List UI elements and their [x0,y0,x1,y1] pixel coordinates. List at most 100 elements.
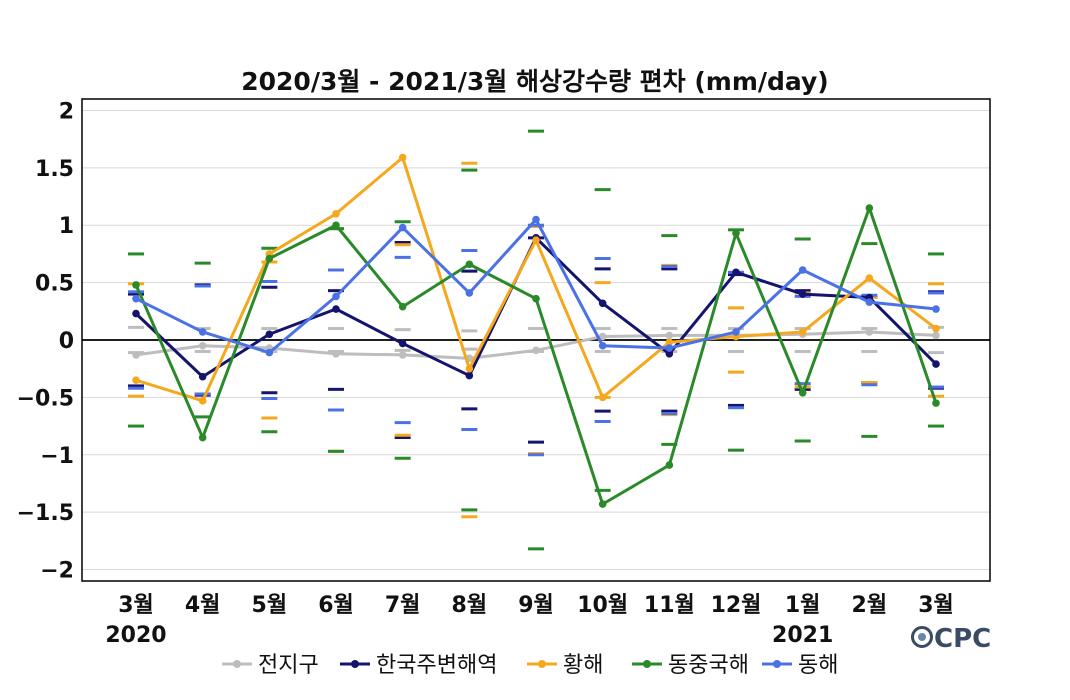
data-point [598,500,607,508]
legend-label: 동중국해 [668,653,749,678]
data-point [132,351,140,359]
x-tick-label: 4월 [185,593,221,618]
data-point [798,290,807,298]
year-label: 2021 [772,623,833,648]
y-tick-label: −1.5 [17,501,74,526]
data-point [598,299,607,308]
legend-label: 한국주변해역 [376,653,497,678]
data-point [265,330,274,339]
data-point [598,341,607,350]
y-tick-label: 2 [59,99,74,124]
data-point [932,324,940,333]
legend-item: 전지구 [222,653,319,678]
series-line [135,156,937,403]
data-point [198,328,207,336]
data-point [732,268,740,277]
data-point [398,339,407,348]
data-point [598,332,607,341]
x-tick-label: 5월 [252,593,288,618]
data-point [465,371,474,380]
data-point [732,229,740,238]
x-tick-label: 8월 [452,593,488,618]
x-tick-label: 9월 [518,593,554,618]
x-tick-label: 3월 [118,593,154,618]
data-point [665,338,674,347]
x-tick-label: 10월 [577,593,628,618]
globe-icon [911,626,933,648]
legend-item: 황해 [527,653,603,678]
data-point [465,260,474,269]
data-point [198,341,207,350]
data-point [332,221,340,230]
y-tick-label: −1 [40,444,74,469]
data-point [665,331,674,340]
data-point [532,236,540,244]
data-point [332,305,340,313]
y-tick-label: −0.5 [17,386,74,411]
legend: 전지구 한국주변해역 황해 동중국해 동해 [222,653,838,678]
x-tick-label: 6월 [318,593,354,618]
data-point [532,215,540,224]
data-point [398,302,407,311]
x-tick-label: 12월 [711,593,762,618]
series-lines [132,153,940,508]
y-axis: 2 1.5 1 0.5 0 −0.5 −1 −1.5 −2 [17,99,74,583]
data-point [332,209,340,218]
data-point [932,399,940,407]
y-tick-label: −2 [40,559,74,584]
data-point [665,349,674,358]
data-point [198,372,207,381]
series-3 [132,153,940,405]
data-point [132,309,140,318]
data-point [332,349,340,358]
legend-marker [233,660,241,668]
data-point [132,294,140,303]
legend-label: 동해 [798,653,838,678]
legend-item: 동중국해 [632,653,749,678]
cpc-logo: CPC [911,624,991,654]
legend-marker [351,660,359,668]
series-line [134,206,938,506]
x-axis: 3월 4월 5월 6월 7월 8월 9월 10월 11월 12월 1월 2월 3월 2020 2021 [105,593,953,648]
series-5 [132,215,940,357]
data-point [865,328,874,336]
data-point [132,376,140,384]
logo-text: CPC [934,624,991,654]
data-point [932,360,940,368]
data-point [798,328,807,336]
data-point [532,294,540,303]
data-point [932,305,940,313]
chart-title: 2020/3월 - 2021/3월 해상강수량 편차 (mm/day) [241,67,828,96]
data-point [865,204,874,212]
legend-label: 전지구 [258,653,319,678]
data-point [865,298,874,306]
y-tick-label: 0 [59,329,74,354]
data-point [398,223,407,232]
data-point [598,393,607,402]
y-tick-label: 0.5 [35,272,74,297]
legend-marker [643,660,651,668]
legend-item: 한국주변해역 [340,653,497,678]
data-point [265,348,274,357]
x-tick-label: 2월 [852,593,888,618]
data-point [732,328,740,336]
x-tick-label: 11월 [644,593,695,618]
y-tick-label: 1.5 [35,157,74,182]
y-tick-label: 1 [59,214,74,239]
legend-marker [538,660,546,668]
data-point [932,331,940,340]
data-point [798,266,807,274]
data-point [198,397,207,405]
data-point [398,153,407,162]
globe-icon-core [918,633,926,641]
data-point [132,281,140,289]
year-label: 2020 [105,623,166,648]
x-tick-label: 7월 [385,593,421,618]
legend-marker [773,660,781,668]
series-2 [132,234,940,381]
data-point [265,254,274,263]
data-point [532,346,540,355]
series-4 [132,204,940,508]
data-point [665,461,674,469]
